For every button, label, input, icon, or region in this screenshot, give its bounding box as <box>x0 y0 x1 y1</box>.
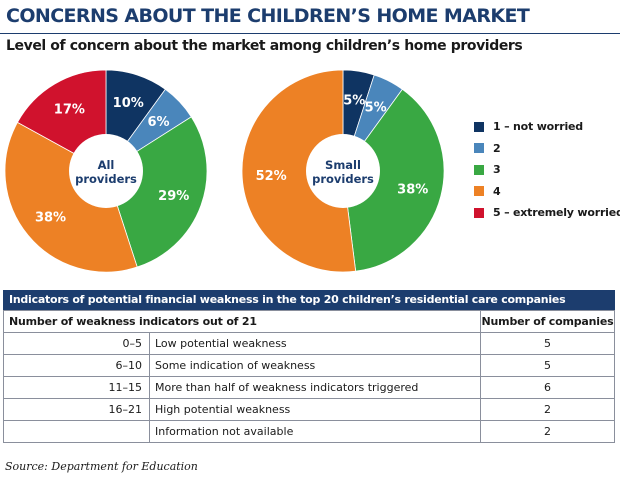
slice-value-label: 5% <box>343 93 365 108</box>
legend-label-2: 2 <box>493 141 501 155</box>
table-row: 11–15 More than half of weakness indicat… <box>3 376 615 399</box>
slice-value-label: 6% <box>147 115 169 130</box>
donut-slice-3 <box>342 88 445 272</box>
row-range: 0–5 <box>3 332 150 355</box>
legend-swatch-4 <box>474 186 484 196</box>
slice-value-label: 10% <box>113 96 144 111</box>
weakness-table-grid: Number of weakness indicators out of 21 … <box>3 310 615 443</box>
row-count: 6 <box>480 376 615 399</box>
legend-item-5: 5 – extremely worried <box>474 206 620 219</box>
legend-swatch-3 <box>474 164 484 175</box>
row-description: More than half of weakness indicators tr… <box>149 376 481 399</box>
legend-swatch-5 <box>474 207 484 218</box>
legend-label-4: 4 <box>493 184 501 198</box>
row-range <box>3 420 150 443</box>
donut-slice-3 <box>105 116 208 268</box>
legend-label-1: 1 – not worried <box>493 120 583 133</box>
donut-center-label: Small <box>325 158 361 172</box>
donut-center-label: All <box>98 158 115 172</box>
row-range: 6–10 <box>3 354 150 377</box>
legend-item-3: 3 <box>474 163 620 176</box>
table-row: Information not available 2 <box>3 420 615 443</box>
title-divider <box>0 33 620 34</box>
table-row: 0–5 Low potential weakness 5 <box>3 332 615 355</box>
chart-subtitle: Level of concern about the market among … <box>6 38 523 54</box>
slice-value-label: 38% <box>397 182 428 197</box>
legend-swatch-1 <box>474 121 484 132</box>
row-description: Some indication of weakness <box>149 354 481 377</box>
donut-slice-4 <box>4 121 138 273</box>
table-column-headers: Number of weakness indicators out of 21 … <box>3 310 615 333</box>
donut-hole <box>306 134 380 208</box>
legend: 1 – not worried 2 3 4 5 – extremely worr… <box>474 120 620 228</box>
donut-hole <box>69 134 143 208</box>
row-count: 2 <box>480 420 615 443</box>
table-row: 16–21 High potential weakness 2 <box>3 398 615 421</box>
chart-title: CONCERNS ABOUT THE CHILDREN’S HOME MARKE… <box>6 5 530 27</box>
legend-item-4: 4 <box>474 185 620 198</box>
table-title: Indicators of potential financial weakne… <box>3 290 615 310</box>
row-description: High potential weakness <box>149 398 481 421</box>
slice-value-label: 38% <box>35 210 66 225</box>
donut-center-label: providers <box>312 172 374 186</box>
legend-item-1: 1 – not worried <box>474 120 620 133</box>
legend-label-5: 5 – extremely worried <box>493 206 620 219</box>
donut-slice-4 <box>241 69 357 273</box>
row-description: Information not available <box>149 420 481 443</box>
table-row: 6–10 Some indication of weakness 5 <box>3 354 615 377</box>
row-range: 11–15 <box>3 376 150 399</box>
legend-swatch-2 <box>474 143 484 153</box>
row-count: 5 <box>480 332 615 355</box>
source-note: Source: Department for Education <box>5 460 198 473</box>
donut-center-label: providers <box>75 172 137 186</box>
row-range: 16–21 <box>3 398 150 421</box>
legend-label-3: 3 <box>493 163 501 176</box>
column-header-indicators: Number of weakness indicators out of 21 <box>3 310 481 333</box>
weakness-table: Indicators of potential financial weakne… <box>3 290 615 443</box>
column-header-companies: Number of companies <box>480 310 615 333</box>
legend-item-2: 2 <box>474 142 620 155</box>
row-count: 2 <box>480 398 615 421</box>
slice-value-label: 17% <box>54 103 85 118</box>
slice-value-label: 5% <box>365 100 387 115</box>
row-count: 5 <box>480 354 615 377</box>
slice-value-label: 29% <box>158 189 189 204</box>
row-description: Low potential weakness <box>149 332 481 355</box>
slice-value-label: 52% <box>256 169 287 184</box>
